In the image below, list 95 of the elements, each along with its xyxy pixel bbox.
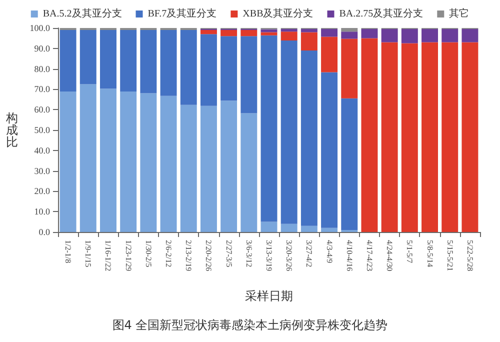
bar	[240, 36, 258, 114]
bar	[361, 29, 378, 38]
bar	[401, 29, 418, 44]
y-tick-label: 70.0	[34, 84, 50, 94]
bar	[260, 29, 278, 32]
bar	[462, 42, 478, 232]
bar	[160, 96, 177, 232]
y-tick-label: 90.0	[34, 43, 50, 54]
bar	[140, 30, 157, 94]
x-tick-label: 5/15-5/21	[445, 240, 454, 272]
bar	[100, 30, 116, 89]
bar	[280, 29, 298, 32]
bar	[321, 29, 338, 37]
x-axis-title: 采样日期	[245, 289, 293, 303]
x-tick-label: 4/17-4/23	[364, 240, 374, 272]
bar	[220, 36, 238, 101]
legend-label: BA.2.75及其亚分支	[339, 8, 424, 20]
bar	[341, 28, 358, 32]
x-tick-label: 2/27-3/5	[224, 240, 234, 268]
bar	[442, 29, 458, 42]
y-tick-label: 40.0	[34, 145, 50, 156]
x-tick-label: 5/8-5/14	[425, 240, 434, 268]
bar	[200, 30, 217, 34]
x-tick-label: 5/1-5/7	[405, 240, 414, 264]
bar	[401, 43, 418, 232]
x-tick-label: 3/6-3/12	[244, 240, 254, 268]
legend-label: XBB及其亚分支	[242, 8, 314, 20]
bar	[260, 32, 278, 36]
bar	[200, 34, 217, 106]
bar	[180, 104, 197, 232]
bar	[321, 72, 338, 228]
y-tick-label: 50.0	[34, 125, 50, 135]
bar	[60, 30, 76, 92]
bar	[300, 29, 318, 32]
bar	[280, 40, 298, 224]
bar	[280, 224, 298, 232]
bar	[381, 29, 398, 42]
bar	[341, 98, 358, 230]
x-tick-label: 1/23-1/29	[124, 240, 133, 272]
bar	[140, 93, 157, 232]
y-axis-title: 构成比	[5, 111, 18, 149]
bar	[240, 113, 258, 232]
bar	[240, 30, 258, 36]
x-tick-label: 1/30-2/5	[144, 240, 153, 268]
bar	[200, 106, 217, 232]
x-tick-label: 2/6-2/12	[164, 240, 174, 268]
x-tick-label: 3/13-3/19	[264, 240, 274, 272]
x-tick-label: 1/16-1/22	[104, 240, 113, 272]
bar	[220, 100, 238, 232]
bar	[300, 226, 318, 232]
legend-label: 其它	[449, 8, 470, 20]
bar	[260, 222, 278, 232]
bar	[60, 91, 76, 232]
bar	[422, 42, 438, 232]
y-tick-label: 0.0	[38, 227, 50, 237]
text: 图4 全国新型冠状病毒感染本土病例变异株变化趋势	[112, 318, 388, 332]
bar	[180, 30, 197, 105]
y-tick-label: 30.0	[34, 166, 50, 176]
bar	[220, 30, 238, 36]
bar	[300, 32, 318, 50]
x-tick-label: 1/2-1/8	[64, 240, 73, 264]
bar	[321, 228, 338, 232]
x-tick-label: 2/20-2/26	[204, 240, 214, 272]
bar	[341, 38, 358, 98]
bar	[381, 42, 398, 232]
y-tick-label: 60.0	[34, 104, 50, 115]
bar	[160, 30, 177, 96]
bar	[260, 35, 278, 222]
bar	[100, 88, 116, 232]
x-tick-label: 4/3-4/9	[324, 240, 334, 264]
bar	[442, 42, 458, 232]
bar	[300, 50, 318, 226]
y-tick-label: 100.0	[30, 23, 50, 33]
bar	[422, 29, 438, 42]
x-tick-label: 3/20-3/26	[284, 240, 294, 272]
legend-label: BF.7及其亚分支	[148, 8, 217, 20]
x-tick-label: 4/24-4/30	[385, 240, 394, 272]
bar	[341, 32, 358, 39]
x-tick-label: 4/10-4/16	[344, 240, 354, 272]
y-tick-label: 20.0	[34, 186, 50, 196]
bar	[321, 36, 338, 72]
x-tick-label: 3/27-4/2	[304, 240, 314, 268]
bar	[462, 29, 478, 42]
x-tick-label: 1/9-1/15	[84, 240, 93, 268]
legend-label: BA.5.2及其亚分支	[42, 8, 122, 20]
y-tick-label: 10.0	[34, 206, 50, 217]
bar	[120, 91, 137, 232]
x-tick-label: 2/13-2/19	[184, 240, 194, 272]
x-tick-label: 5/22-5/28	[465, 240, 474, 272]
bar	[120, 30, 137, 92]
bar	[80, 30, 96, 84]
bar	[80, 84, 96, 232]
y-tick-label: 80.0	[34, 64, 50, 74]
bar	[361, 38, 378, 232]
bar	[280, 32, 298, 40]
